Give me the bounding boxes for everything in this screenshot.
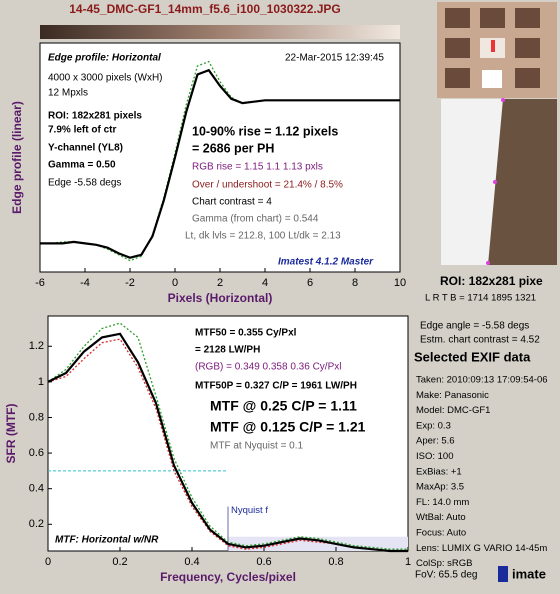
annotation: Lt, dk lvls = 212.8, 100 Lt/dk = 2.13: [185, 231, 341, 242]
x-tick-label: -4: [80, 277, 90, 289]
annotation: Gamma (from chart) = 0.544: [192, 214, 319, 225]
exif-line: MaxAp: 3.5: [416, 482, 464, 493]
exif-line: Lens: LUMIX G VARIO 14-45m: [416, 543, 547, 554]
roi-image: [441, 98, 557, 265]
annotation: Y-channel (YL8): [48, 143, 123, 154]
x-tick-label: 4: [262, 277, 268, 289]
exif-line: Exp: 0.3: [416, 420, 451, 431]
annotation: 22-Mar-2015 12:39:45: [285, 53, 384, 64]
exif-line: ColSp: sRGB: [416, 558, 473, 569]
exif-title: Selected EXIF data: [414, 349, 531, 364]
x-tick-label: 0.8: [328, 556, 343, 568]
annotation: MTF at Nyquist = 0.1: [210, 441, 304, 452]
series-line: [47, 332, 408, 553]
annotation: MTF: Horizontal w/NR: [55, 535, 159, 546]
annotation: ROI: 182x281 pixels: [48, 111, 142, 122]
x-axis-title: Frequency, Cycles/pixel: [160, 570, 296, 584]
exif-line: Taken: 2010:09:13 17:09:54-06: [416, 375, 548, 386]
roi-lrtb: L R T B = 1714 1895 1321: [425, 293, 536, 304]
thumbnail: [437, 2, 557, 98]
annotation: Over / undershoot = 21.4% / 8.5%: [192, 180, 343, 191]
annotation: = 2128 LW/PH: [195, 345, 260, 356]
x-tick-label: 0.4: [184, 556, 199, 568]
x-tick-label: 6: [307, 277, 313, 289]
annotation: MTF @ 0.125 C/P = 1.21: [210, 419, 366, 435]
annotation: 12 Mpxls: [48, 88, 88, 99]
x-tick-label: 2: [217, 277, 223, 289]
x-tick-label: 0.6: [256, 556, 271, 568]
x-tick-label: -2: [125, 277, 135, 289]
y-tick-label: 0.4: [29, 483, 44, 495]
fov: FoV: 65.5 deg: [415, 570, 477, 581]
annotation: 7.9% left of ctr: [48, 125, 116, 136]
annotation: 4000 x 3000 pixels (WxH): [48, 73, 163, 84]
annotation: MTF50 = 0.355 Cy/Pxl: [195, 328, 297, 339]
edge-angle: Edge angle = -5.58 degs: [420, 321, 529, 332]
annotation: Edge profile: Horizontal: [48, 53, 161, 64]
plot-area: [39, 42, 401, 273]
annotation: Imatest 4.1.2 Master: [278, 257, 374, 268]
roi-label: ROI: 182x281 pixe: [440, 274, 543, 288]
exif-line: FL: 14.0 mm: [416, 497, 469, 508]
x-tick-label: 0: [172, 277, 178, 289]
series-line: [40, 68, 400, 259]
annotation: MTF50P = 0.327 C/P = 1961 LW/PH: [195, 381, 357, 392]
logo: imate: [512, 566, 546, 581]
annotation: MTF @ 0.25 C/P = 1.11: [210, 398, 357, 414]
logo-mark: [498, 566, 508, 582]
x-tick-label: 0.2: [112, 556, 127, 568]
x-tick-label: 0: [45, 556, 51, 568]
exif-line: Focus: Auto: [416, 528, 466, 539]
y-axis-title: SFR (MTF): [4, 404, 18, 464]
annotation: 10-90% rise = 1.12 pixels: [192, 124, 338, 138]
exif-line: ISO: 100: [416, 451, 454, 462]
annotation: Gamma = 0.50: [48, 160, 116, 171]
chart-contrast: Estm. chart contrast = 4.52: [420, 335, 540, 346]
annotation: RGB rise = 1.15 1.1 1.13 pxls: [192, 162, 323, 173]
x-tick-label: 10: [394, 277, 406, 289]
exif-line: ExBias: +1: [416, 466, 462, 477]
annotation: (RGB) = 0.349 0.358 0.36 Cy/Pxl: [195, 362, 341, 373]
exif-line: WtBal: Auto: [416, 512, 466, 523]
exif-list: Taken: 2010:09:13 17:09:54-06 Make: Panas…: [416, 375, 548, 570]
y-tick-label: 0.2: [29, 518, 44, 530]
x-tick-label: -6: [35, 277, 45, 289]
y-tick-label: 0.6: [29, 447, 44, 459]
edge-strip: [40, 25, 400, 39]
exif-line: Aper: 5.6: [416, 436, 455, 447]
file-title: 14-45_DMC-GF1_14mm_f5.6_i100_1030322.JPG: [69, 2, 341, 16]
annotation: Edge -5.58 degs: [48, 178, 121, 189]
y-tick-label: 1.2: [29, 340, 44, 352]
x-axis-title: Pixels (Horizontal): [168, 291, 273, 305]
annotation: = 2686 per PH: [192, 141, 274, 155]
exif-line: Model: DMC-GF1: [416, 405, 490, 416]
x-tick-label: 1: [405, 556, 411, 568]
y-axis-title: Edge profile (linear): [10, 101, 24, 214]
y-tick-label: 1: [38, 376, 44, 388]
nyquist-label: Nyquist f: [231, 505, 268, 516]
exif-line: Make: Panasonic: [416, 390, 489, 401]
y-tick-label: 0.8: [29, 411, 44, 423]
x-tick-label: 8: [352, 277, 358, 289]
annotation: Chart contrast = 4: [192, 197, 272, 208]
series-line: [47, 322, 408, 550]
